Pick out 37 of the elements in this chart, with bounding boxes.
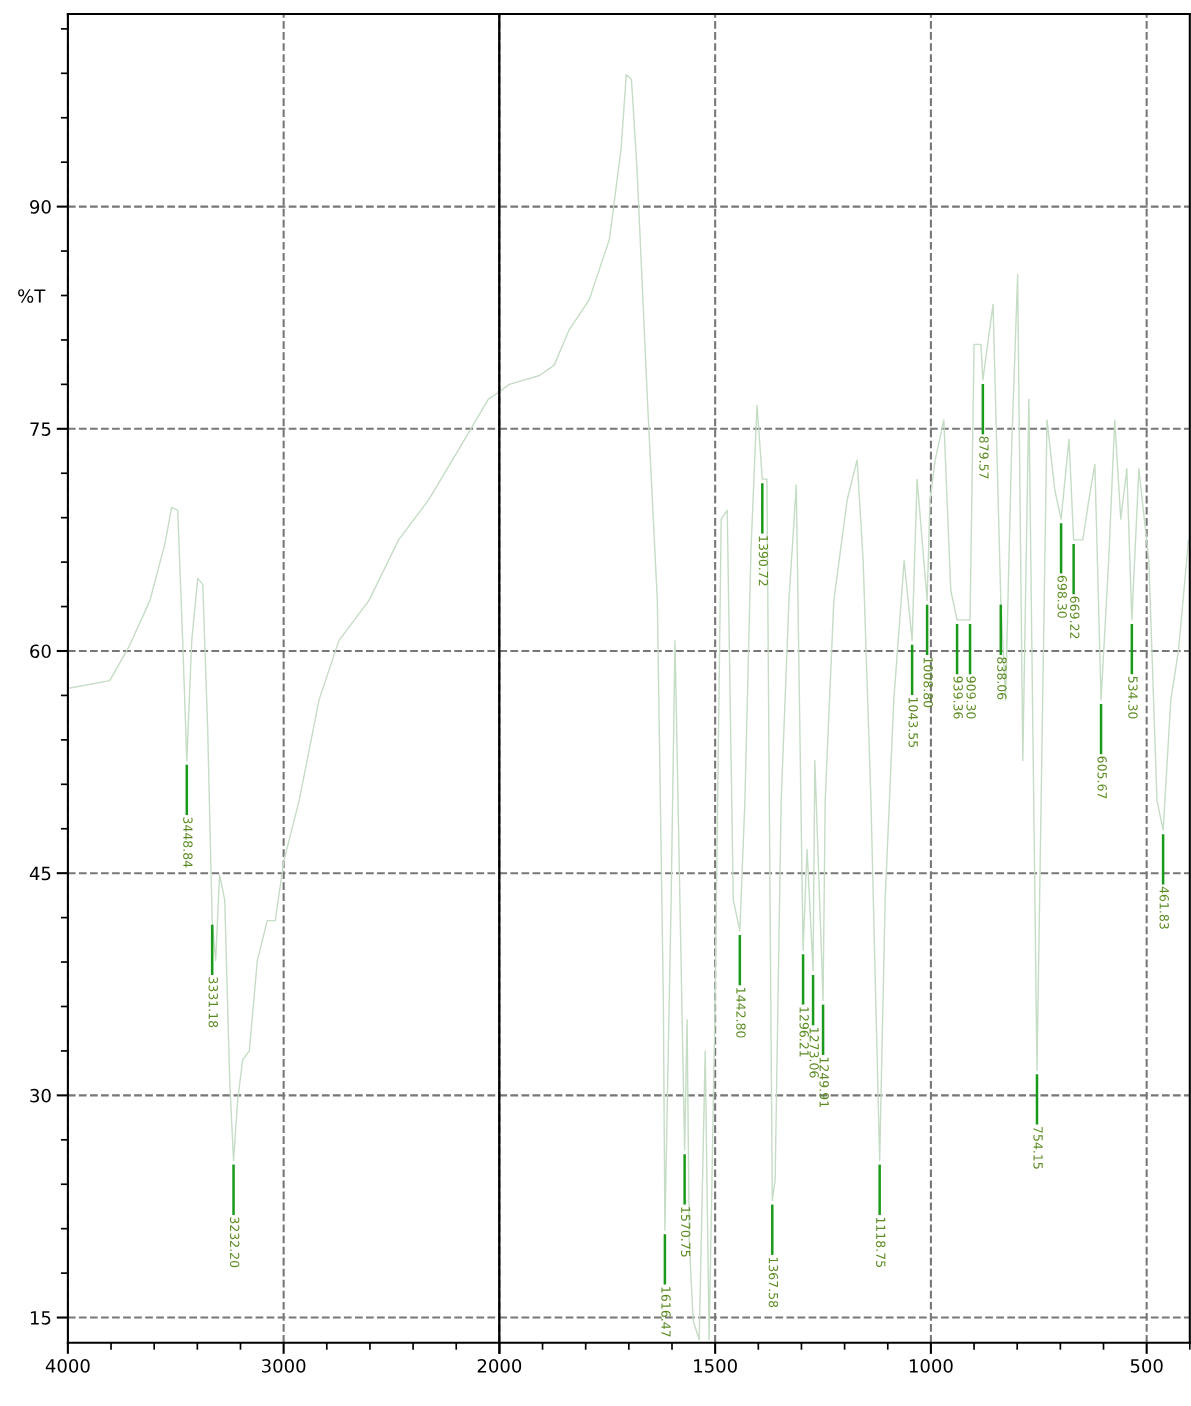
x-tick-label: 2000 <box>477 1359 522 1373</box>
y-tick-label: 75 <box>30 422 51 436</box>
annotation: 1616.47 <box>661 1287 671 1337</box>
annotation: 3331.18 <box>208 977 219 1028</box>
annotation: 939.36 <box>953 676 963 719</box>
y-tick-label: 60 <box>30 644 51 659</box>
annotation: 3232.20 <box>229 1217 240 1268</box>
annotation: 1296.21 <box>799 1007 809 1057</box>
annotation: 1043.55 <box>908 697 918 748</box>
y-tick-label: 45 <box>29 866 51 881</box>
annotation: 461.83 <box>1159 886 1169 929</box>
x-tick-label: 1500 <box>694 1359 737 1373</box>
annotation: 1008.80 <box>923 657 933 708</box>
x-tick-label: 4000 <box>45 1359 90 1373</box>
annotation: 879.57 <box>979 436 989 479</box>
annotation: 1249.91 <box>819 1057 829 1107</box>
annotation: 1570.75 <box>680 1207 691 1257</box>
annotation: 669.22 <box>1070 596 1080 639</box>
y-tick-label: 15 <box>30 1311 51 1325</box>
y-tick-label: 90 <box>30 200 51 214</box>
annotation: 838.06 <box>997 657 1007 700</box>
annotation: 909.30 <box>966 676 976 719</box>
annotation: 1273.06 <box>809 1028 819 1078</box>
annotation: 754.15 <box>1033 1127 1043 1169</box>
annotation: 1118.75 <box>876 1217 886 1267</box>
annotation: 534.30 <box>1128 676 1138 719</box>
y-axis-title: %T <box>18 289 46 303</box>
annotation: 1442.80 <box>736 988 746 1038</box>
annotation: 1390.72 <box>758 536 769 586</box>
x-tick-label: 1000 <box>909 1359 953 1373</box>
annotation: 3448.84 <box>183 817 193 868</box>
annotation: 605.67 <box>1097 756 1107 799</box>
annotation: 698.30 <box>1057 575 1067 618</box>
annotation: 1367.58 <box>768 1257 779 1308</box>
x-tick-label: 3000 <box>262 1359 306 1373</box>
x-tick-label: 500 <box>1130 1359 1163 1373</box>
y-tick-label: 30 <box>30 1088 51 1103</box>
